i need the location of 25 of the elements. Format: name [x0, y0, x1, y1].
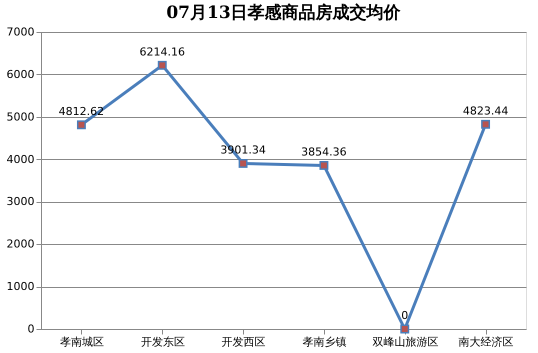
point [76, 120, 86, 130]
point [400, 324, 410, 334]
x-tick-label: 开发东区 [140, 336, 185, 348]
point [158, 60, 167, 70]
y-tick-label: 1000 [6, 280, 34, 294]
x-tick-label: 南大经济区 [458, 336, 514, 348]
x-tick-label: 孝南城区 [60, 336, 104, 348]
x-tick-label: 孝南乡镇 [302, 336, 346, 348]
point [238, 159, 248, 168]
y-tick-label: 4000 [6, 152, 34, 166]
y-tick-label: 5000 [6, 110, 34, 124]
y-tick-label: 2000 [6, 238, 34, 251]
y-tick-label: 0 [28, 322, 34, 336]
x-tick-label: 开发西区 [222, 336, 266, 348]
y-tick-label: 3000 [6, 195, 34, 208]
data-label: 4823.44 [462, 104, 508, 118]
point [319, 161, 328, 170]
point [481, 120, 490, 129]
data-label: 6214.16 [140, 45, 185, 58]
y-tick-label: 7000 [6, 26, 34, 38]
x-tick-label: 双峰山旅游区 [372, 336, 438, 348]
data-label: 0 [401, 309, 408, 322]
y-tick-label: 6000 [6, 68, 34, 81]
chart-title: 07月13日孝感商品房成交均价 [166, 3, 402, 23]
data-label: 3854.36 [301, 145, 347, 158]
